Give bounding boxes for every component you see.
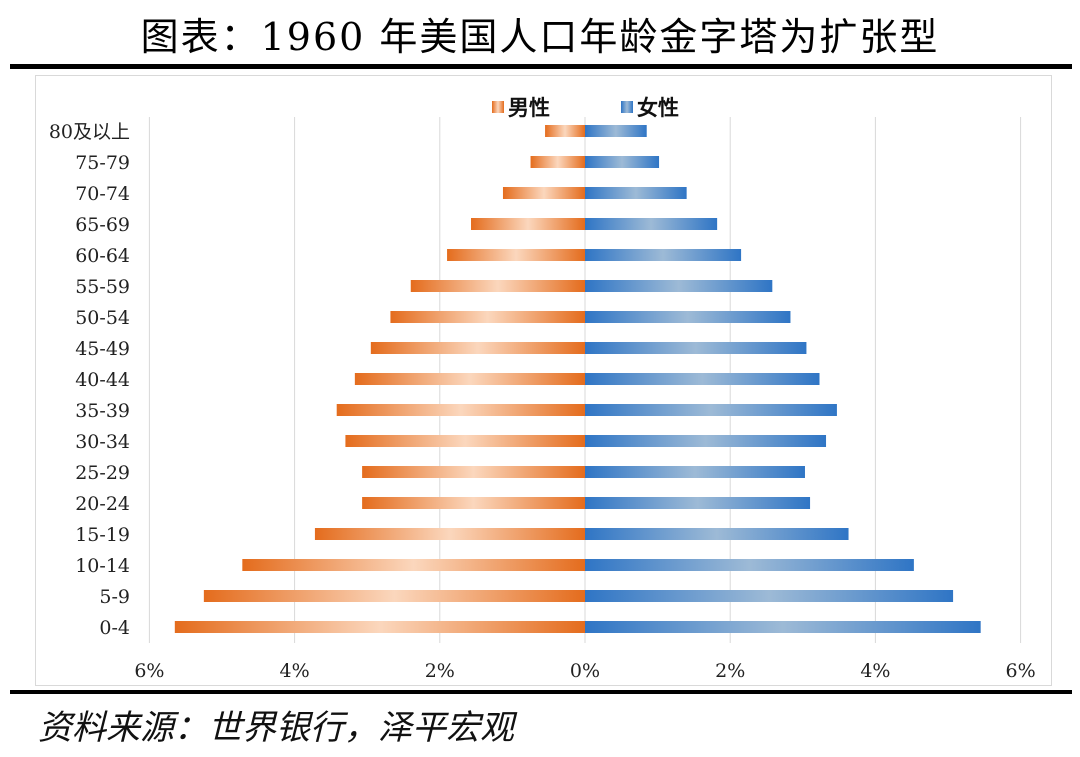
legend-female-swatch	[621, 101, 633, 113]
chart-frame	[35, 75, 1052, 686]
female-bar	[585, 559, 914, 571]
female-bar	[585, 156, 660, 168]
y-tick-label: 65-69	[75, 214, 130, 236]
male-bar	[530, 156, 585, 168]
footer-divider	[10, 690, 1072, 694]
x-tick-label: 6%	[134, 660, 164, 682]
female-bar	[585, 590, 954, 602]
legend-male-swatch	[492, 101, 504, 113]
female-bar	[585, 621, 981, 633]
chart-title: 图表：1960 年美国人口年龄金字塔为扩张型	[140, 15, 940, 59]
male-bar	[174, 621, 585, 633]
male-bar	[362, 466, 585, 478]
male-bar	[362, 497, 585, 509]
y-tick-label: 25-29	[75, 462, 130, 484]
source-note: 资料来源：世界银行，泽平宏观	[38, 708, 514, 748]
female-bar	[585, 249, 742, 261]
y-tick-label: 70-74	[75, 183, 130, 205]
y-tick-label: 10-14	[75, 555, 130, 577]
male-bar	[471, 218, 585, 230]
female-bar	[585, 528, 849, 540]
female-bar	[585, 125, 647, 137]
male-bar	[336, 404, 585, 416]
male-bar	[410, 280, 585, 292]
y-tick-label: 20-24	[75, 493, 130, 515]
y-tick-label: 50-54	[75, 307, 130, 329]
female-bar	[585, 342, 807, 354]
female-bar	[585, 404, 837, 416]
y-tick-label: 40-44	[75, 369, 130, 391]
y-tick-label: 80及以上	[49, 121, 130, 143]
female-bar	[585, 435, 827, 447]
y-tick-label: 55-59	[75, 276, 130, 298]
male-bar	[545, 125, 585, 137]
female-bar	[585, 280, 773, 292]
x-tick-label: 0%	[570, 660, 600, 682]
male-bar	[345, 435, 585, 447]
female-bar	[585, 497, 811, 509]
female-bar	[585, 218, 718, 230]
male-bar	[354, 373, 585, 385]
y-tick-label: 15-19	[75, 524, 130, 546]
y-tick-label: 5-9	[99, 586, 130, 608]
male-bar	[502, 187, 585, 199]
male-bar	[242, 559, 585, 571]
x-tick-label: 4%	[280, 660, 310, 682]
y-tick-label: 45-49	[75, 338, 130, 360]
male-bar	[447, 249, 585, 261]
title-divider	[10, 64, 1072, 69]
female-bar	[585, 373, 820, 385]
y-tick-label: 60-64	[75, 245, 130, 267]
y-tick-label: 30-34	[75, 431, 130, 453]
x-tick-label: 4%	[860, 660, 890, 682]
male-bar	[370, 342, 585, 354]
x-tick-label: 2%	[425, 660, 455, 682]
legend-female-label: 女性	[637, 96, 679, 120]
male-bar	[203, 590, 585, 602]
y-tick-label: 75-79	[75, 152, 130, 174]
x-tick-label: 2%	[715, 660, 745, 682]
x-tick-label: 6%	[1006, 660, 1036, 682]
legend-male-label: 男性	[508, 96, 550, 120]
male-bar	[314, 528, 585, 540]
female-bar	[585, 466, 805, 478]
y-tick-label: 0-4	[99, 617, 130, 639]
y-tick-label: 35-39	[75, 400, 130, 422]
female-bar	[585, 311, 791, 323]
male-bar	[390, 311, 585, 323]
female-bar	[585, 187, 687, 199]
